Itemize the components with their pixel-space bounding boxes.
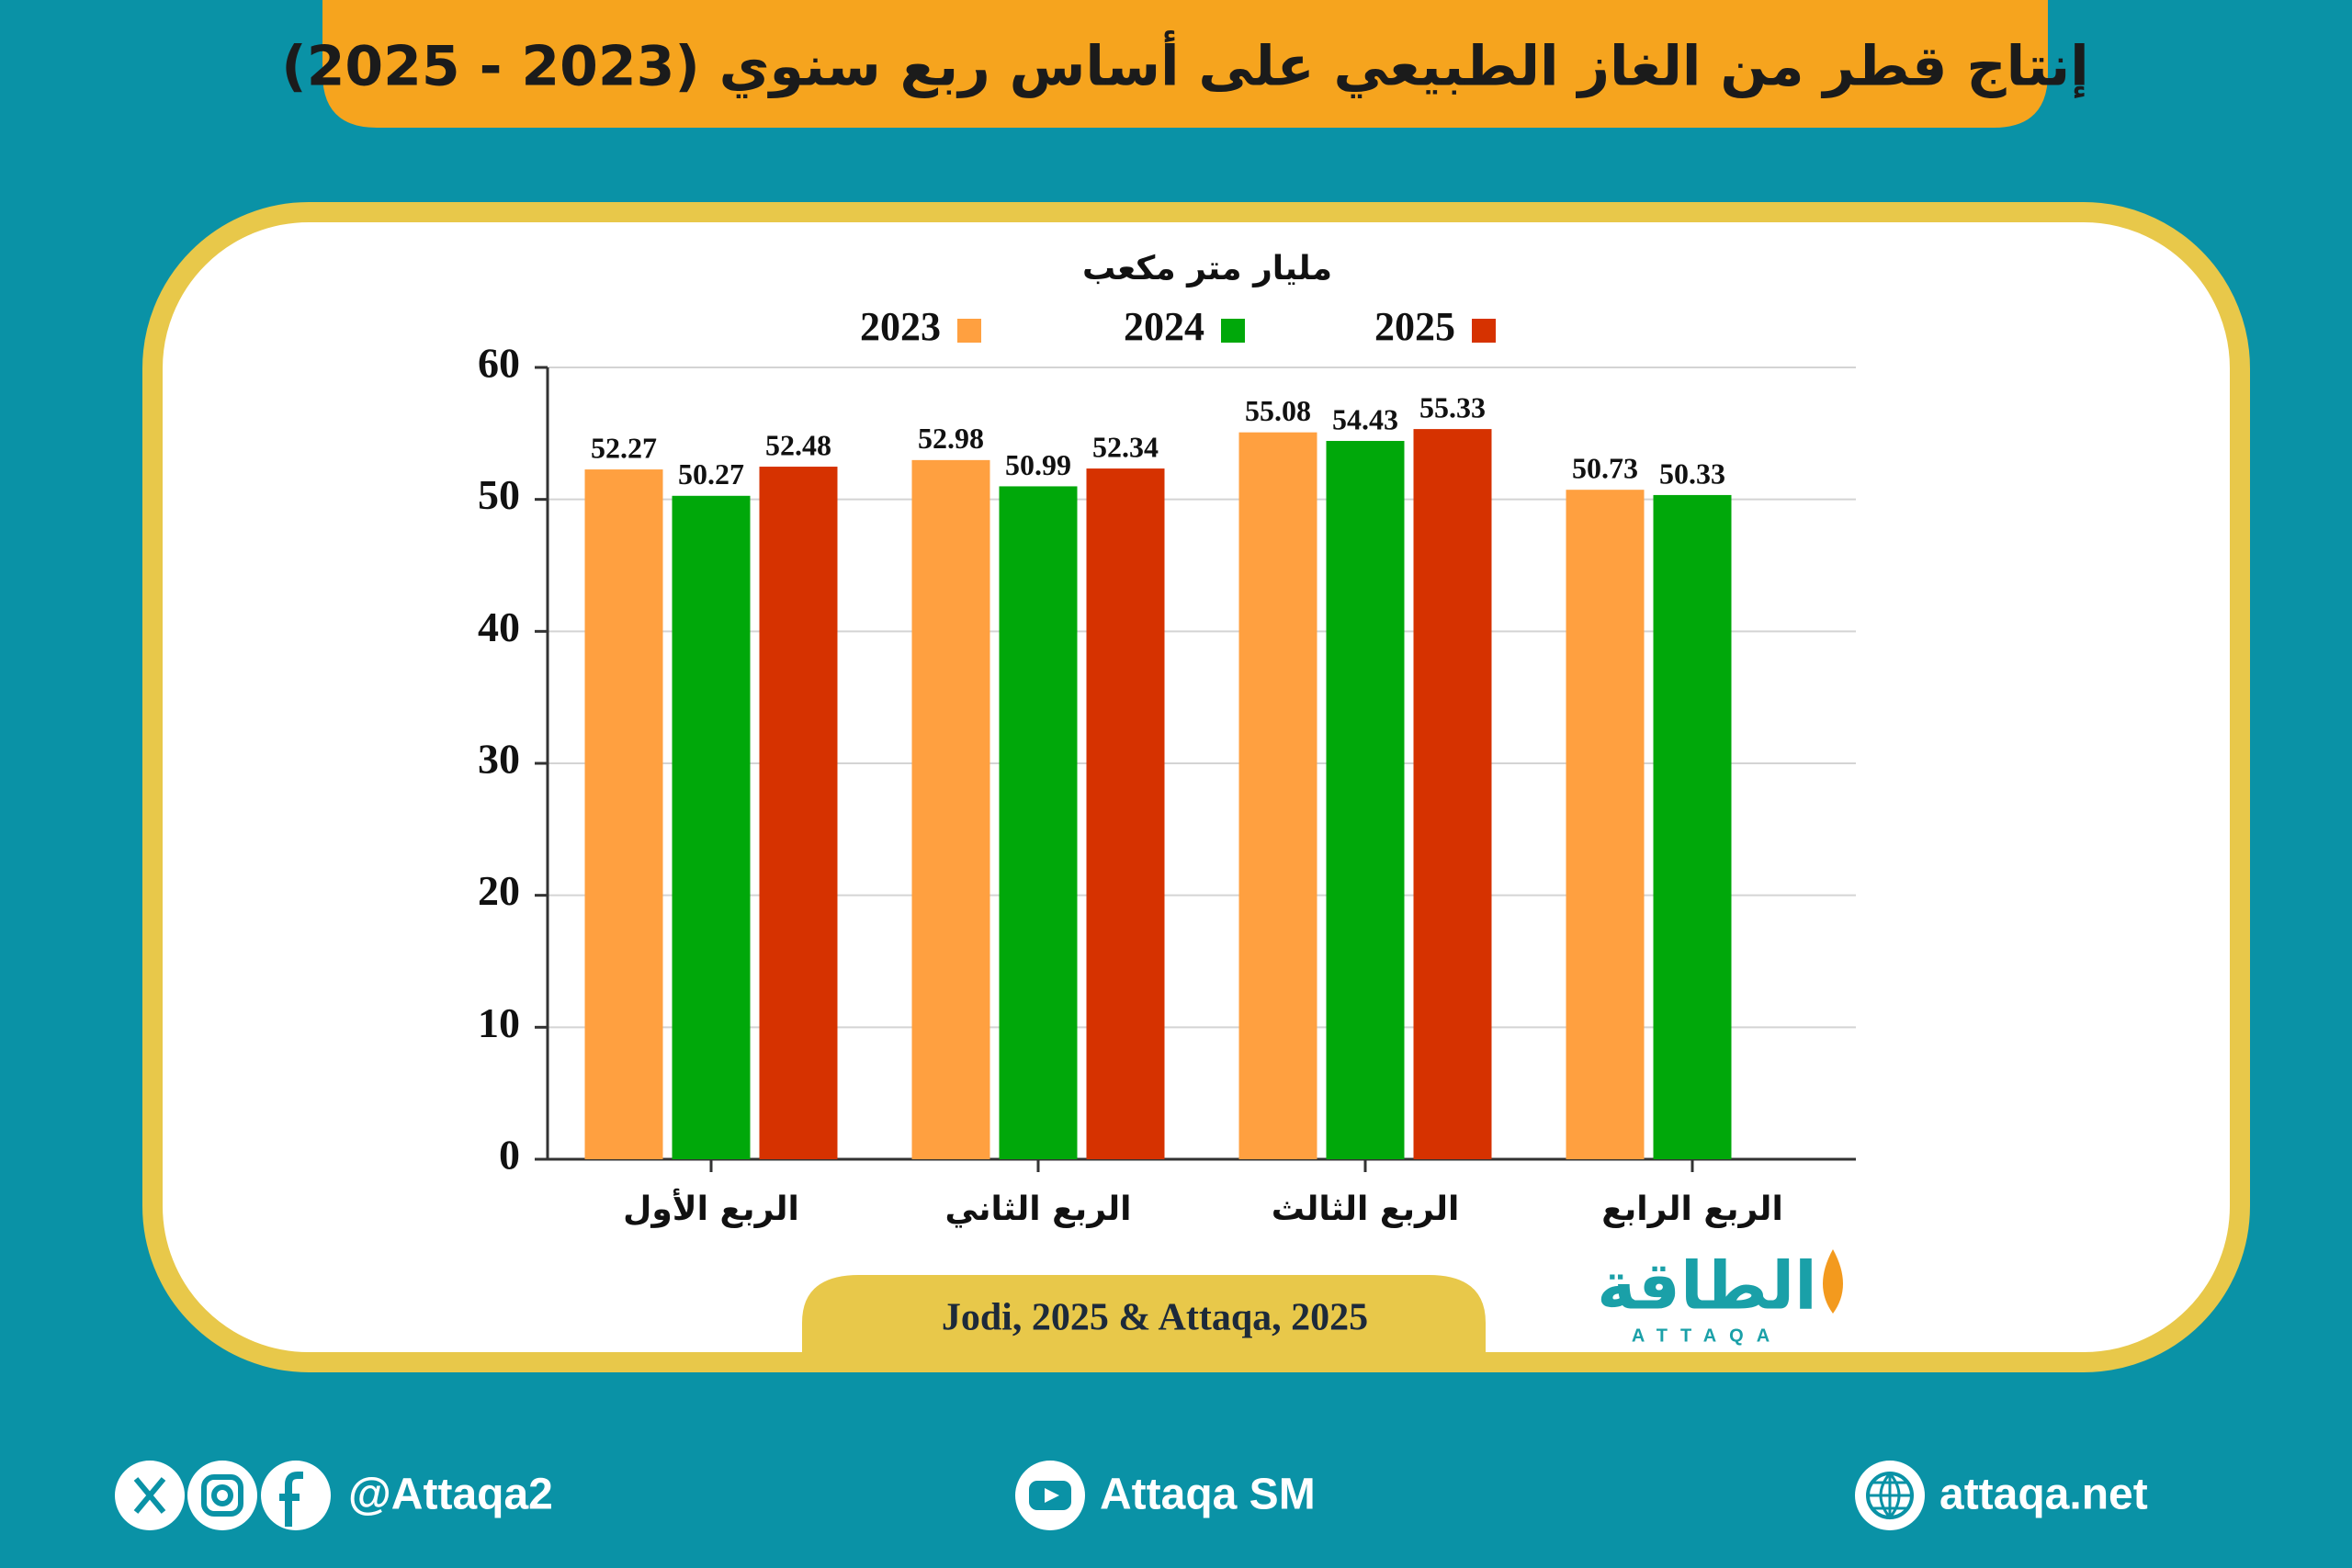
logo-latin: ATTAQA	[1632, 1325, 1782, 1346]
legend-swatch	[957, 319, 981, 343]
social-handle[interactable]: @Attaqa2	[348, 1471, 553, 1519]
bar	[1566, 490, 1645, 1159]
social-icons	[115, 1461, 1925, 1530]
x-tick-label: الربع الثالث	[1272, 1190, 1460, 1228]
logo-drop	[1823, 1249, 1843, 1314]
x-tick-label: الربع الأول	[623, 1188, 799, 1228]
source-pill	[802, 1275, 1486, 1372]
y-tick-label: 20	[478, 867, 520, 914]
instagram-icon[interactable]	[187, 1461, 257, 1530]
y-tick-label: 30	[478, 736, 520, 783]
data-label: 55.33	[1419, 390, 1486, 423]
legend-label: 2024	[1124, 304, 1204, 349]
source: Jodi, 2025 & Attaqa, 2025	[942, 1297, 1368, 1339]
y-axis-unit: مليار متر مكعب	[1082, 250, 1332, 288]
y-tick-label: 40	[478, 604, 520, 650]
instagram-lens	[211, 1484, 233, 1506]
data-label: 50.27	[678, 457, 744, 491]
bar	[911, 459, 990, 1159]
bar	[759, 467, 838, 1159]
x-glyph	[133, 1477, 166, 1514]
legend-swatch	[1472, 319, 1496, 343]
data-label: 50.33	[1659, 457, 1725, 490]
youtube-play	[1045, 1488, 1059, 1503]
globe-lines	[1868, 1472, 1912, 1520]
legend-swatch	[1221, 319, 1245, 343]
data-label: 54.43	[1332, 402, 1398, 435]
title-banner	[322, 0, 2048, 128]
data-label: 50.73	[1572, 452, 1638, 485]
plot: 0 10 20 30 40 50 60 الربع الأول 52.27 50.27 52.48 ا…	[478, 304, 1856, 1228]
bar	[584, 469, 663, 1159]
chart-title: إنتاج قطر من الغاز الطبيعي على أساس ربع …	[281, 30, 2088, 99]
bar	[999, 486, 1078, 1159]
y-tick-label: 10	[478, 999, 520, 1046]
data-label: 52.27	[591, 431, 657, 464]
x-tick-label: الربع الثاني	[945, 1190, 1132, 1228]
y-tick-label: 50	[478, 471, 520, 518]
youtube-handle[interactable]: Attaqa SM	[1100, 1471, 1316, 1519]
bar	[1413, 429, 1492, 1159]
y-tick-label: 0	[499, 1132, 520, 1179]
legend-label: 2023	[860, 304, 941, 349]
data-label: 52.98	[918, 422, 984, 455]
instagram-glyph	[201, 1474, 243, 1517]
x-tick-label: الربع الرابع	[1601, 1190, 1783, 1228]
facebook-glyph	[279, 1472, 303, 1527]
website[interactable]: attaqa.net	[1939, 1471, 2148, 1519]
bar	[1326, 441, 1405, 1159]
data-label: 52.34	[1092, 430, 1159, 463]
y-tick-label: 60	[478, 340, 520, 387]
data-label: 55.08	[1245, 394, 1311, 427]
bar	[1653, 494, 1732, 1159]
chart-card	[142, 202, 2250, 1372]
bar	[1238, 432, 1317, 1160]
data-label: 50.99	[1005, 448, 1071, 481]
data-label: 52.48	[765, 428, 831, 461]
bar	[1086, 468, 1165, 1159]
legend-label: 2025	[1374, 304, 1455, 349]
logo-arabic: الطاقة	[1597, 1247, 1817, 1325]
bar	[672, 495, 751, 1159]
